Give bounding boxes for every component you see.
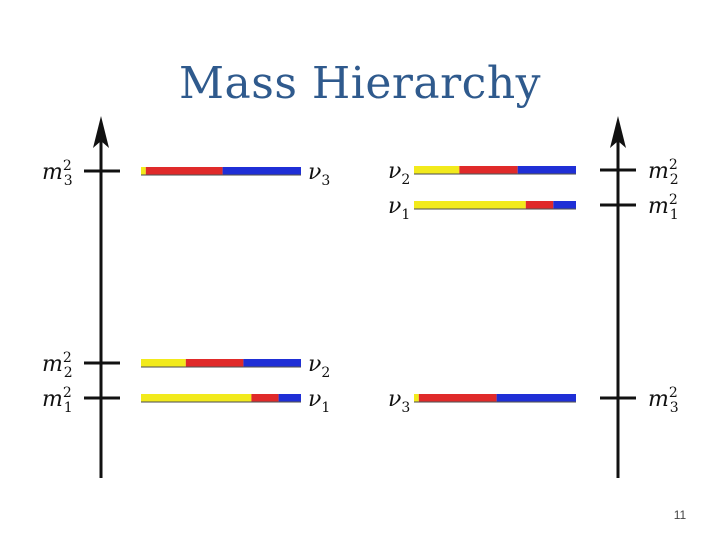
inverted-nu-label-1: ν1 [388,194,410,223]
normal-nu-label-1: ν1 [308,387,330,416]
normal-bar-nu3 [141,167,301,176]
normal-bar-nu3-seg-mu [145,167,223,175]
inverted-bar-nu3-seg-mu [418,394,497,402]
inverted-mass-label-1: m2 1 [648,192,679,223]
normal-bar-nu2-seg-mu [185,359,244,367]
normal-mass-label-2: m2 2 [42,350,73,381]
inverted-bar-nu2-seg-tau [517,166,576,174]
inverted-nu-label-3: ν3 [388,387,410,416]
normal-mass-label-3: m2 3 [42,158,73,189]
page-number: 11 [673,508,687,522]
slide-title: Mass Hierarchy [178,58,542,109]
inverted-bar-nu3-seg-tau [496,394,576,402]
normal-bar-nu3-seg-tau [222,167,301,175]
normal-nu-label-3: ν3 [308,160,330,189]
normal-mass-label-1: m2 1 [42,385,73,416]
inverted-bar-nu2-seg-e [414,166,460,174]
normal-axis-arrow-icon [93,116,109,148]
normal-nu-label-2: ν2 [308,352,330,381]
normal-bar-nu2 [141,359,301,368]
normal-bar-nu2-seg-tau [243,359,301,367]
inverted-mass-label-3: m2 3 [648,385,679,416]
inverted-bar-nu2 [414,166,576,175]
normal-bar-nu1-seg-tau [278,394,301,402]
inverted-bar-nu1-seg-e [414,201,526,209]
inverted-bar-nu3 [414,394,576,403]
normal-bar-nu1 [141,394,301,403]
inverted-axis-arrow-icon [610,116,626,148]
normal-bar-nu1-seg-e [141,394,252,402]
inverted-nu-label-2: ν2 [388,159,410,188]
inverted-bar-nu3-seg-e [414,394,419,402]
inverted-bar-nu1-seg-tau [553,201,576,209]
normal-bar-nu2-seg-e [141,359,186,367]
inverted-bar-nu1 [414,201,576,210]
normal-bar-nu1-seg-mu [251,394,279,402]
normal-bar-nu3-seg-e [141,167,146,175]
inverted-bar-nu2-seg-mu [459,166,518,174]
inverted-mass-label-2: m2 2 [648,157,679,188]
inverted-bar-nu1-seg-mu [525,201,554,209]
